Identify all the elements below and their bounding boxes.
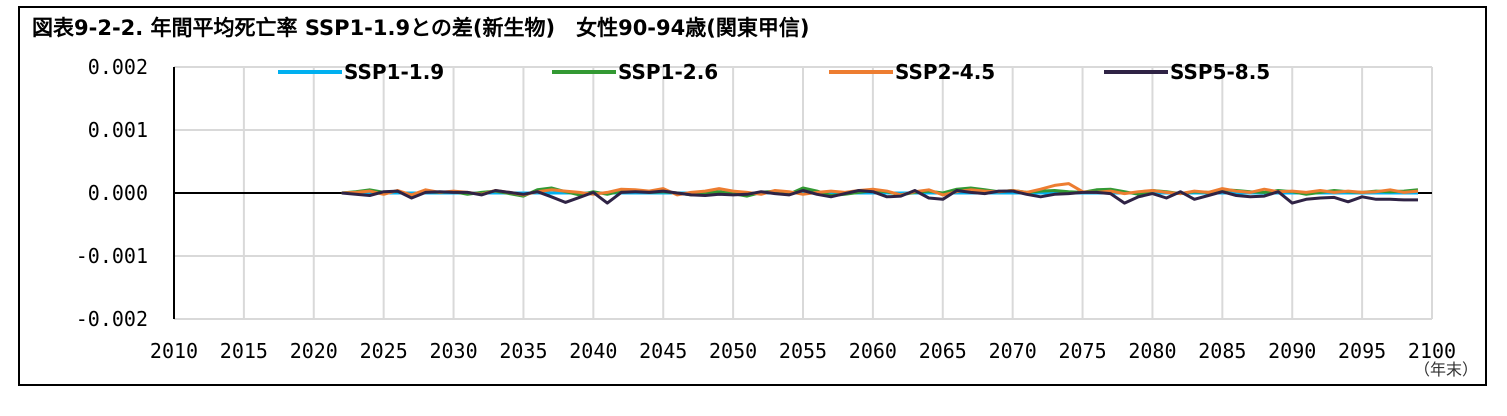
x-tick-label: 2085	[1198, 339, 1246, 363]
legend-label: SSP5-8.5	[1170, 60, 1270, 84]
x-tick-label: 2070	[989, 339, 1037, 363]
x-tick-label: 2015	[220, 339, 268, 363]
series-line-ssp5-8-5	[341, 189, 1418, 205]
x-tick-label: 2065	[919, 339, 967, 363]
x-tick-label: 2100	[1408, 339, 1456, 363]
x-tick-label: 2040	[569, 339, 617, 363]
x-tick-label: 2030	[429, 339, 477, 363]
y-tick-label: 0.002	[88, 55, 148, 79]
x-unit-label: （年末）	[1414, 360, 1478, 379]
x-tick-label: 2095	[1338, 339, 1386, 363]
x-tick-label: 2020	[290, 339, 338, 363]
legend-label: SSP1-2.6	[618, 60, 718, 84]
y-tick-label: 0.001	[88, 118, 148, 142]
legend-label: SSP2-4.5	[895, 60, 995, 84]
x-tick-label: 2010	[150, 339, 198, 363]
y-tick-label: -0.002	[76, 307, 148, 331]
x-tick-label: 2025	[360, 339, 408, 363]
chart-title: 図表9-2-2. 年間平均死亡率 SSP1-1.9との差(新生物) 女性90-9…	[32, 16, 810, 40]
legend-label: SSP1-1.9	[344, 60, 444, 84]
legend: SSP1-1.9 SSP1-2.6 SSP2-4.5 SSP5-8.5	[278, 60, 1270, 84]
x-tick-label: 2050	[709, 339, 757, 363]
y-tick-label: -0.001	[76, 244, 148, 268]
x-tick-label: 2075	[1058, 339, 1106, 363]
series-layer	[341, 182, 1419, 205]
x-tick-label: 2080	[1128, 339, 1176, 363]
x-tick-label: 2060	[849, 339, 897, 363]
x-tick-label: 2090	[1268, 339, 1316, 363]
x-tick-label: 2045	[639, 339, 687, 363]
y-tick-label: 0.000	[88, 181, 148, 205]
x-tick-label: 2055	[779, 339, 827, 363]
x-tick-label: 2035	[499, 339, 547, 363]
